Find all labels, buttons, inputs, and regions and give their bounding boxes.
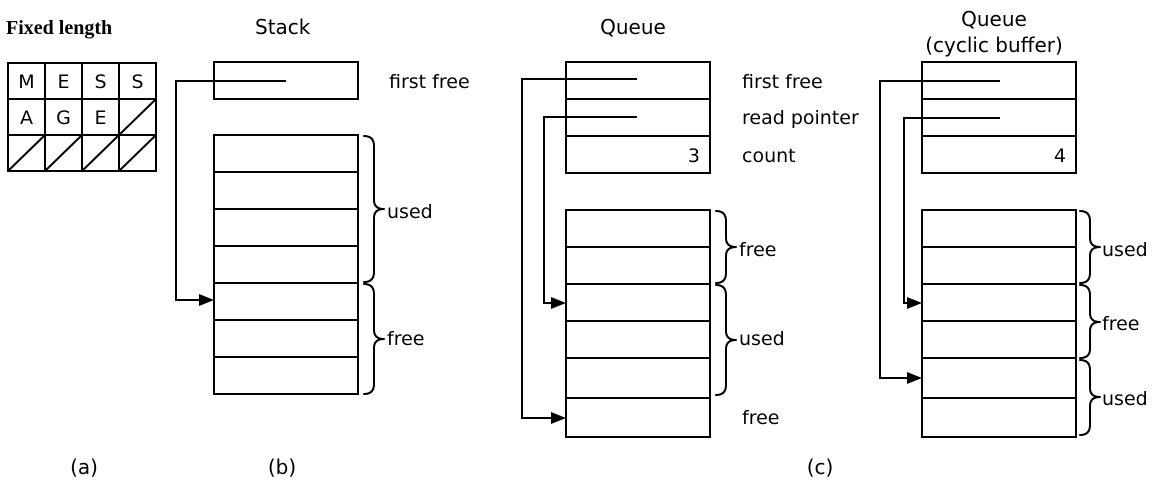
cyclic-buffer-count-value: 4 [1054, 145, 1066, 167]
cyclic-buffer-used-top-brace [1079, 210, 1101, 284]
stack-free-label: free [387, 328, 424, 350]
fixed-length-cell-1: M [18, 71, 34, 93]
stack-pointer-arrowhead [199, 294, 214, 306]
stack-memory-block [213, 134, 359, 395]
cyclic-buffer-read-pointer-arrowhead [907, 297, 922, 309]
cyclic-buffer-first-free-arrowhead [907, 372, 922, 384]
panel-c-label: (c) [807, 455, 834, 479]
queue-free-bottom-label: free [742, 407, 779, 429]
panel-b-label: (b) [268, 455, 296, 479]
panel-cyclic-buffer: Queue (cyclic buffer) 4 used free used [879, 7, 1148, 438]
queue-first-free-label: first free [742, 71, 823, 93]
fixed-length-cell-3: S [94, 71, 106, 93]
queue-read-pointer-arrowhead [551, 297, 566, 309]
fixed-length-cell-7: E [94, 107, 106, 129]
cyclic-buffer-title-line-2: (cyclic buffer) [925, 33, 1063, 57]
fixed-length-empty-slash-3 [44, 134, 83, 172]
queue-first-free-connector [521, 78, 637, 419]
fixed-length-empty-slash-2 [7, 134, 46, 172]
stack-title: Stack [255, 15, 311, 39]
fixed-length-cell-4: S [131, 71, 143, 93]
cyclic-buffer-used-bottom-brace [1079, 359, 1101, 436]
queue-used-brace [715, 284, 737, 396]
stack-used-label: used [387, 201, 433, 223]
queue-free-top-brace [715, 210, 737, 284]
fixed-length-title: Fixed length [6, 17, 112, 39]
stack-free-brace [363, 283, 385, 395]
cyclic-buffer-used-bottom-label: used [1102, 388, 1148, 410]
stack-pointer-label: first free [389, 71, 470, 93]
queue-used-label: used [739, 328, 785, 350]
fixed-length-empty-slash-1 [118, 98, 157, 136]
stack-pointer-connector [175, 80, 286, 301]
fixed-length-empty-slash-5 [118, 134, 157, 172]
cyclic-buffer-memory-block [921, 209, 1077, 438]
panel-a-label: (a) [70, 455, 98, 479]
cyclic-buffer-free-label: free [1102, 313, 1139, 335]
cyclic-buffer-used-top-label: used [1102, 239, 1148, 261]
cyclic-buffer-title-line-1: Queue [961, 7, 1027, 31]
fixed-length-empty-slash-4 [81, 134, 120, 172]
queue-count-label: count [742, 145, 796, 167]
queue-free-top-label: free [739, 239, 776, 261]
queue-read-pointer-connector [543, 116, 637, 304]
cyclic-buffer-first-free-connector [879, 80, 1000, 379]
stack-used-brace [363, 135, 385, 283]
panel-queue: Queue 3 first free read pointer count fr… [521, 15, 859, 438]
panel-stack: Stack first free used free (b) [175, 15, 470, 479]
fixed-length-cell-5: A [20, 107, 33, 129]
queue-memory-block [565, 209, 711, 438]
queue-title: Queue [600, 15, 666, 39]
panel-fixed-length: Fixed length M E S S A G E (a) [6, 17, 157, 479]
queue-first-free-arrowhead [551, 412, 566, 424]
queue-count-value: 3 [688, 145, 700, 167]
cyclic-buffer-free-brace [1079, 284, 1101, 359]
fixed-length-cell-6: G [56, 107, 71, 129]
fixed-length-cell-2: E [57, 71, 69, 93]
queue-read-pointer-label: read pointer [742, 107, 859, 129]
